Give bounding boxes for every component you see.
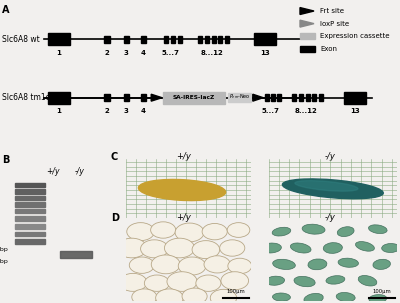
Text: C: C [111, 152, 118, 162]
Text: 2: 2 [104, 50, 109, 56]
Bar [312, 94, 316, 101]
Text: 8...12: 8...12 [294, 108, 317, 114]
Text: 2: 2 [104, 108, 109, 114]
Text: loxP site: loxP site [320, 21, 349, 27]
Text: Exon: Exon [320, 46, 337, 52]
Text: 3: 3 [124, 108, 129, 114]
Text: 200bp: 200bp [0, 259, 8, 264]
Bar [277, 94, 281, 101]
Polygon shape [253, 94, 263, 101]
Text: -/y: -/y [74, 167, 84, 176]
Bar [164, 36, 168, 43]
Text: Frt site: Frt site [320, 8, 344, 14]
Bar [228, 93, 251, 102]
Bar [124, 94, 129, 101]
Bar [319, 94, 323, 101]
Text: 1: 1 [56, 50, 62, 56]
Bar [300, 46, 315, 52]
Text: SA-IRES-lacZ: SA-IRES-lacZ [173, 95, 215, 100]
Text: 5...7: 5...7 [262, 108, 280, 114]
Bar [104, 36, 110, 43]
Polygon shape [300, 20, 314, 27]
Bar [271, 94, 275, 101]
Text: Slc6A8 wt: Slc6A8 wt [2, 35, 40, 44]
Text: 4: 4 [141, 108, 146, 114]
Text: $\it{P}_{em}$-Neo: $\it{P}_{em}$-Neo [229, 92, 250, 101]
Bar [198, 36, 202, 43]
Text: -/y: -/y [324, 213, 335, 222]
Bar [265, 94, 269, 101]
Text: +/y: +/y [46, 167, 60, 176]
Bar [48, 33, 70, 45]
Text: 1: 1 [56, 108, 62, 114]
Text: B: B [2, 155, 10, 165]
Text: 13: 13 [350, 108, 360, 114]
Bar [205, 36, 209, 43]
Bar [212, 36, 216, 43]
Text: Expression cassette: Expression cassette [320, 33, 390, 39]
Text: 3: 3 [124, 50, 129, 56]
Text: 13: 13 [260, 50, 270, 56]
Bar [344, 92, 366, 104]
Bar [141, 36, 146, 43]
Bar [306, 94, 310, 101]
Bar [225, 36, 229, 43]
Bar [254, 33, 276, 45]
Text: 4: 4 [141, 50, 146, 56]
Text: 5...7: 5...7 [162, 50, 180, 56]
Text: -/y: -/y [324, 152, 335, 161]
Bar [141, 94, 146, 101]
Bar [292, 94, 296, 101]
Text: 8...12: 8...12 [200, 50, 223, 56]
Bar [299, 94, 303, 101]
Text: +/y: +/y [176, 213, 191, 222]
Bar [163, 92, 225, 104]
Bar [104, 94, 110, 101]
Text: +/y: +/y [176, 152, 191, 161]
Text: D: D [111, 213, 119, 223]
Polygon shape [300, 8, 314, 15]
Text: 300bp: 300bp [0, 247, 8, 252]
Bar [300, 33, 315, 39]
Polygon shape [151, 94, 162, 101]
Bar [171, 36, 175, 43]
Text: A: A [2, 5, 10, 15]
Bar [48, 92, 70, 104]
Bar [218, 36, 222, 43]
Text: Slc6A8 tm1e: Slc6A8 tm1e [2, 93, 50, 102]
Bar [124, 36, 129, 43]
Bar [178, 36, 182, 43]
